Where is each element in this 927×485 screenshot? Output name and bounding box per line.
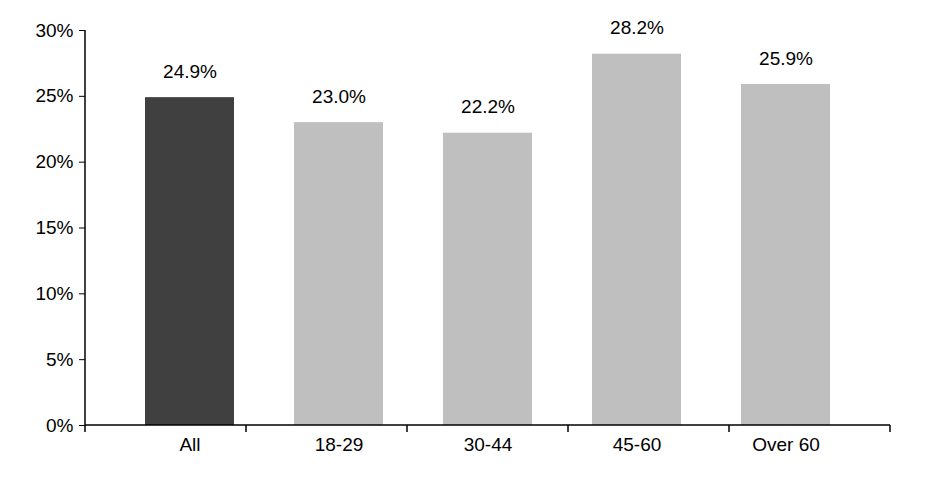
svg-text:20%: 20%	[35, 151, 73, 172]
svg-text:25.9%: 25.9%	[759, 48, 813, 69]
svg-text:0%: 0%	[46, 415, 74, 436]
svg-text:30%: 30%	[35, 20, 73, 41]
svg-text:5%: 5%	[46, 349, 74, 370]
svg-text:10%: 10%	[35, 283, 73, 304]
svg-text:28.2%: 28.2%	[610, 17, 664, 38]
svg-text:24.9%: 24.9%	[163, 61, 217, 82]
svg-text:45-60: 45-60	[613, 434, 662, 455]
svg-text:Over 60: Over 60	[752, 434, 820, 455]
svg-text:All: All	[179, 434, 200, 455]
svg-text:15%: 15%	[35, 217, 73, 238]
svg-text:22.2%: 22.2%	[461, 96, 515, 117]
svg-text:23.0%: 23.0%	[312, 86, 366, 107]
svg-text:25%: 25%	[35, 85, 73, 106]
svg-text:18-29: 18-29	[315, 434, 364, 455]
svg-text:30-44: 30-44	[464, 434, 513, 455]
